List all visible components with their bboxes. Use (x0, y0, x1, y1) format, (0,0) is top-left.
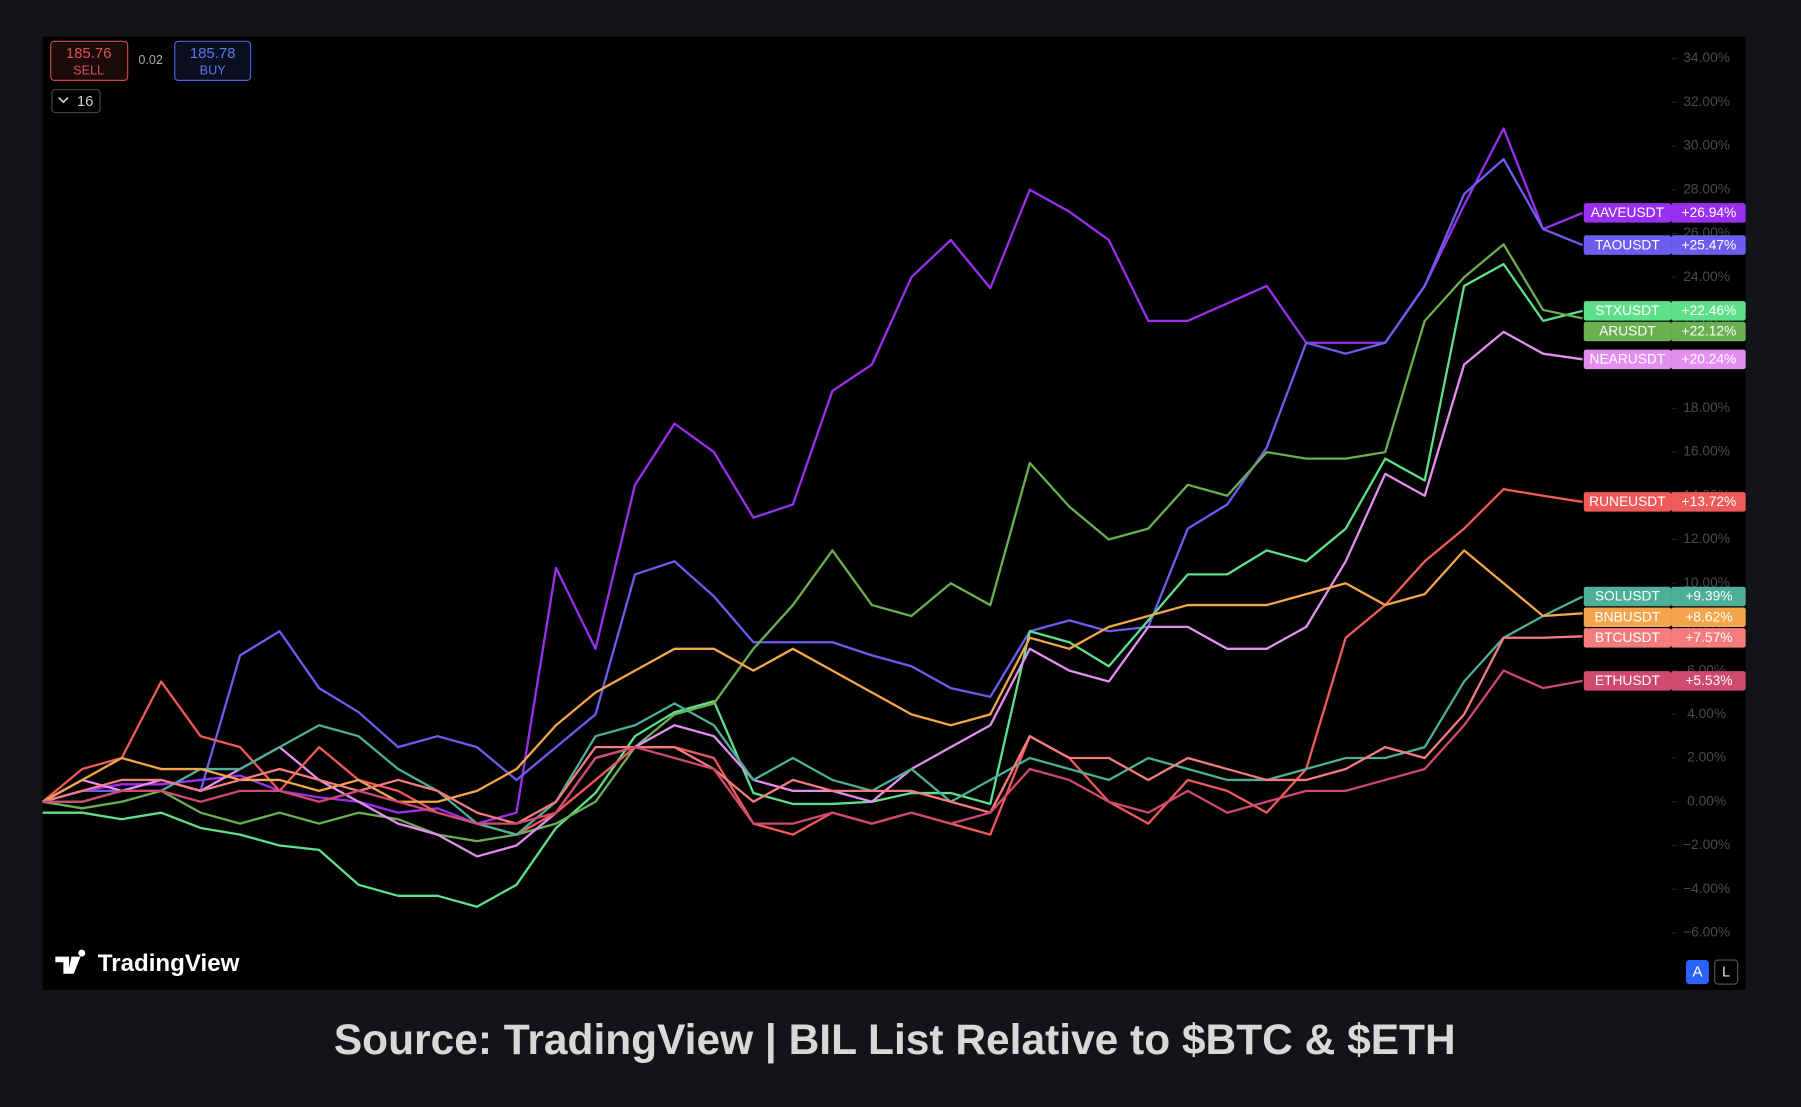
legend-name-box (1583, 349, 1672, 370)
series-line (42, 243, 1583, 843)
last-value-box (1671, 321, 1746, 342)
legend-name-box (1583, 492, 1672, 512)
plot-area (42, 36, 1746, 990)
caption: Source: TradingView | BIL List Relative … (334, 1017, 1456, 1064)
spread: 0.02 (138, 53, 163, 67)
y-tick-label: 28.00% (1683, 181, 1730, 196)
last-value-box (1671, 586, 1746, 607)
legend-name-box (1583, 607, 1672, 627)
legend-name: BTCUSDT (1595, 630, 1661, 645)
y-tick-label: 24.00% (1683, 269, 1730, 284)
legend-name-box (1583, 321, 1672, 342)
y-tick-label: 16.00% (1683, 444, 1730, 459)
last-value-label: +5.53% (1685, 673, 1732, 688)
last-value-label: +22.46% (1682, 303, 1737, 318)
series-line (41, 488, 1583, 836)
y-tick-label: −2.00% (1683, 837, 1730, 852)
legend-name-box (1583, 235, 1672, 255)
last-value-box (1671, 492, 1746, 512)
log-scale-button[interactable] (1714, 959, 1739, 985)
series-line (42, 635, 1583, 825)
watermark: TradingView (98, 950, 240, 977)
legend-name-box (1583, 671, 1672, 691)
last-value-label: +9.39% (1685, 589, 1732, 604)
series-line (42, 549, 1583, 803)
last-value-label: +20.24% (1682, 352, 1737, 367)
legend-name: NEARUSDT (1590, 352, 1666, 367)
legend-name-box (1583, 301, 1672, 321)
auto-scale-button[interactable] (1685, 960, 1709, 985)
last-value-box (1671, 235, 1746, 255)
legend-name: BNBUSDT (1595, 609, 1661, 624)
legend-name: TAOUSDT (1595, 237, 1660, 252)
last-value-label: +25.47% (1682, 237, 1737, 252)
last-value-label: +8.62% (1685, 609, 1732, 624)
buy-price: 185.78 (190, 45, 236, 62)
last-value-label: +13.72% (1682, 494, 1737, 509)
last-value-label: +22.12% (1682, 324, 1737, 339)
y-tick-label: 4.00% (1687, 706, 1726, 721)
y-tick-label: 32.00% (1683, 94, 1730, 109)
last-value-box (1671, 349, 1746, 370)
indicators-count: 16 (77, 93, 94, 110)
y-tick-label: 0.00% (1687, 793, 1726, 808)
legend-name-box (1583, 628, 1672, 648)
sell-button[interactable] (50, 40, 129, 81)
y-tick-label: 12.00% (1683, 531, 1730, 546)
series-line (42, 669, 1583, 825)
trade-widget[interactable]: 185.76 SELL 0.02 185.78 BUY (50, 40, 252, 81)
sell-price: 185.76 (66, 45, 112, 62)
series-line (42, 127, 1584, 825)
sell-label: SELL (73, 64, 104, 78)
last-value-box (1671, 607, 1746, 627)
y-tick-label: −6.00% (1683, 925, 1730, 940)
tv-logo (55, 949, 86, 974)
y-tick-label: 18.00% (1683, 400, 1730, 415)
last-value-label: +7.57% (1685, 630, 1732, 645)
last-value-box (1671, 671, 1746, 691)
y-tick-label: 30.00% (1683, 138, 1730, 153)
y-tick-label: 10.00% (1683, 575, 1730, 590)
last-value-label: +26.94% (1682, 205, 1737, 220)
last-value-box (1671, 301, 1746, 321)
series-line (42, 158, 1584, 803)
buy-label: BUY (200, 64, 227, 78)
legend-name: RUNEUSDT (1589, 494, 1666, 509)
legend-name: ARUSDT (1599, 324, 1656, 339)
legend-name: STXUSDT (1595, 303, 1660, 318)
legend-name: AAVEUSDT (1591, 205, 1665, 220)
last-value-box (1671, 203, 1746, 223)
y-tick-label: −4.00% (1683, 881, 1730, 896)
log-scale-label: L (1722, 964, 1730, 981)
indicators-toggle[interactable] (51, 88, 101, 114)
buy-button[interactable] (174, 40, 252, 81)
chevron-icon (58, 96, 69, 104)
last-value-box (1671, 628, 1746, 648)
legend-name-box (1583, 203, 1672, 223)
y-tick-label: 34.00% (1683, 50, 1730, 65)
auto-scale-label: A (1692, 964, 1702, 981)
series-line (42, 595, 1584, 836)
series-line (42, 330, 1583, 858)
legend-name: SOLUSDT (1595, 589, 1661, 604)
legend-name-box (1583, 586, 1672, 607)
y-tick-label: 2.00% (1687, 750, 1726, 765)
legend-name: ETHUSDT (1595, 673, 1661, 688)
series-line (42, 262, 1583, 908)
